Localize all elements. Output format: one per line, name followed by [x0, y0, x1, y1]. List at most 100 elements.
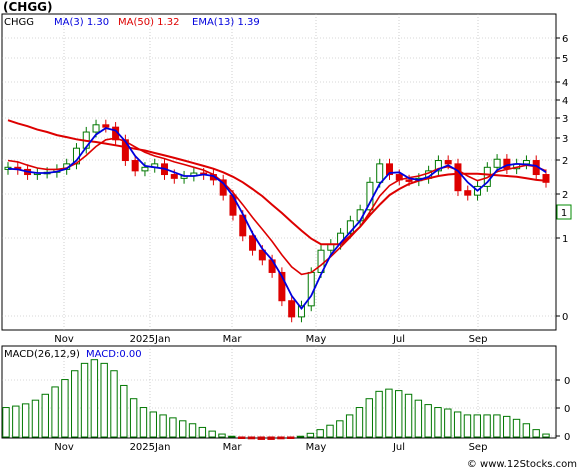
candle-body: [278, 271, 286, 302]
candle-body: [141, 166, 149, 172]
macd-bar: [257, 436, 265, 440]
price-y-tick-label: 5: [562, 54, 568, 65]
macd-bar: [267, 436, 275, 440]
chart-title: (CHGG): [3, 0, 53, 14]
price-y-tick-label: 0: [562, 312, 568, 323]
macd-bar: [277, 436, 285, 440]
price-y-tick-label: 1: [562, 234, 568, 245]
macd-x-tick-label: Mar: [223, 442, 243, 453]
candle-body: [444, 160, 452, 165]
macd-bar: [434, 407, 442, 438]
macd-bar: [2, 407, 10, 438]
price-y-tick-label: 2: [562, 156, 568, 167]
macd-panel: 0 0 0 Nov 2025Jan Mar May Jul Sep MACD(26,12,9) MA…: [1, 345, 570, 453]
price-y-tick-label: 4: [562, 78, 568, 89]
last-price-badge-label: 1: [561, 208, 567, 219]
price-x-tick-label: Sep: [469, 334, 488, 345]
macd-bar: [159, 414, 167, 438]
macd-bar: [463, 414, 472, 438]
macd-bar: [375, 390, 383, 438]
price-y-tick-label: 6: [562, 34, 568, 45]
macd-bar: [228, 435, 236, 438]
macd-bar: [51, 386, 59, 438]
price-y-tick-label: 3: [562, 134, 568, 145]
macd-y-tick-label: 0: [564, 432, 570, 443]
macd-bar: [90, 359, 99, 438]
macd-bar: [120, 384, 128, 438]
legend-item: EMA(13) 1.39: [192, 17, 260, 28]
macd-bar: [316, 429, 324, 438]
price-x-tick-label: Jul: [392, 334, 405, 345]
macd-bar: [453, 411, 462, 438]
macd-bar: [61, 379, 69, 438]
macd-bar: [355, 407, 364, 438]
candle-body: [405, 179, 413, 182]
candle-body: [131, 160, 139, 172]
macd-bar: [503, 415, 511, 438]
macd-bar: [287, 436, 295, 439]
macd-bar: [483, 414, 491, 438]
legend-item: MA(3) 1.30: [54, 17, 109, 28]
macd-title: MACD(26,12,9): [4, 349, 80, 360]
macd-x-tick-label: Nov: [54, 442, 74, 453]
macd-bar: [532, 429, 540, 438]
macd-bar: [198, 426, 207, 438]
macd-bar: [188, 423, 197, 438]
candle-body: [376, 163, 384, 183]
macd-bar: [345, 414, 354, 438]
candle-body: [92, 124, 100, 133]
macd-x-tick-label: May: [306, 442, 327, 453]
candle-body: [385, 163, 393, 176]
candle-body: [288, 300, 296, 318]
price-x-tick-label: Nov: [54, 334, 74, 345]
candle-body: [434, 160, 442, 172]
macd-x-tick-label: Sep: [469, 442, 488, 453]
macd-bar: [444, 408, 452, 438]
credit-text: © www.12Stocks.com: [466, 459, 577, 470]
macd-bar: [100, 362, 108, 438]
candle-body: [258, 249, 266, 261]
macd-bar: [424, 404, 432, 438]
macd-bar: [31, 399, 40, 438]
macd-bar: [149, 411, 157, 438]
candle-body: [249, 235, 257, 251]
legend-symbol: CHGG: [4, 17, 34, 28]
macd-bar: [326, 424, 334, 438]
candle-body: [503, 158, 511, 170]
candle-body: [297, 305, 305, 318]
price-y-tick-label: 3: [562, 114, 568, 125]
candle-body: [121, 139, 129, 162]
macd-bar: [129, 398, 138, 438]
macd-bar: [12, 405, 20, 438]
price-y-tick-label: 2: [562, 190, 568, 201]
macd-bar: [80, 362, 89, 438]
macd-bar: [395, 390, 403, 438]
price-x-tick-label: 2025Jan: [130, 334, 171, 345]
macd-x-tick-label: 2025Jan: [130, 442, 171, 453]
ma50-line: [7, 119, 547, 246]
macd-bar: [512, 418, 521, 438]
candle-body: [464, 190, 472, 196]
macd-bar: [247, 436, 256, 440]
price-y-tick-label: 4: [562, 96, 568, 107]
macd-bar: [493, 414, 501, 438]
legend-item: MA(50) 1.32: [118, 17, 179, 28]
candle-body: [493, 158, 501, 168]
macd-bar: [179, 420, 187, 438]
macd-bar: [237, 436, 246, 439]
macd-bar: [473, 414, 481, 438]
macd-bar: [169, 417, 177, 438]
candle-body: [102, 124, 110, 128]
price-x-tick-label: Mar: [223, 334, 243, 345]
macd-bar: [414, 399, 423, 438]
macd-bar: [71, 370, 79, 438]
macd-bar: [336, 420, 344, 438]
macd-bar: [404, 393, 413, 438]
macd-bar: [21, 403, 30, 438]
macd-bar: [306, 432, 315, 438]
macd-bar: [365, 398, 373, 438]
macd-y-tick-label: 0: [564, 376, 570, 387]
last-price-badge: [556, 204, 572, 220]
macd-bar: [385, 388, 393, 438]
